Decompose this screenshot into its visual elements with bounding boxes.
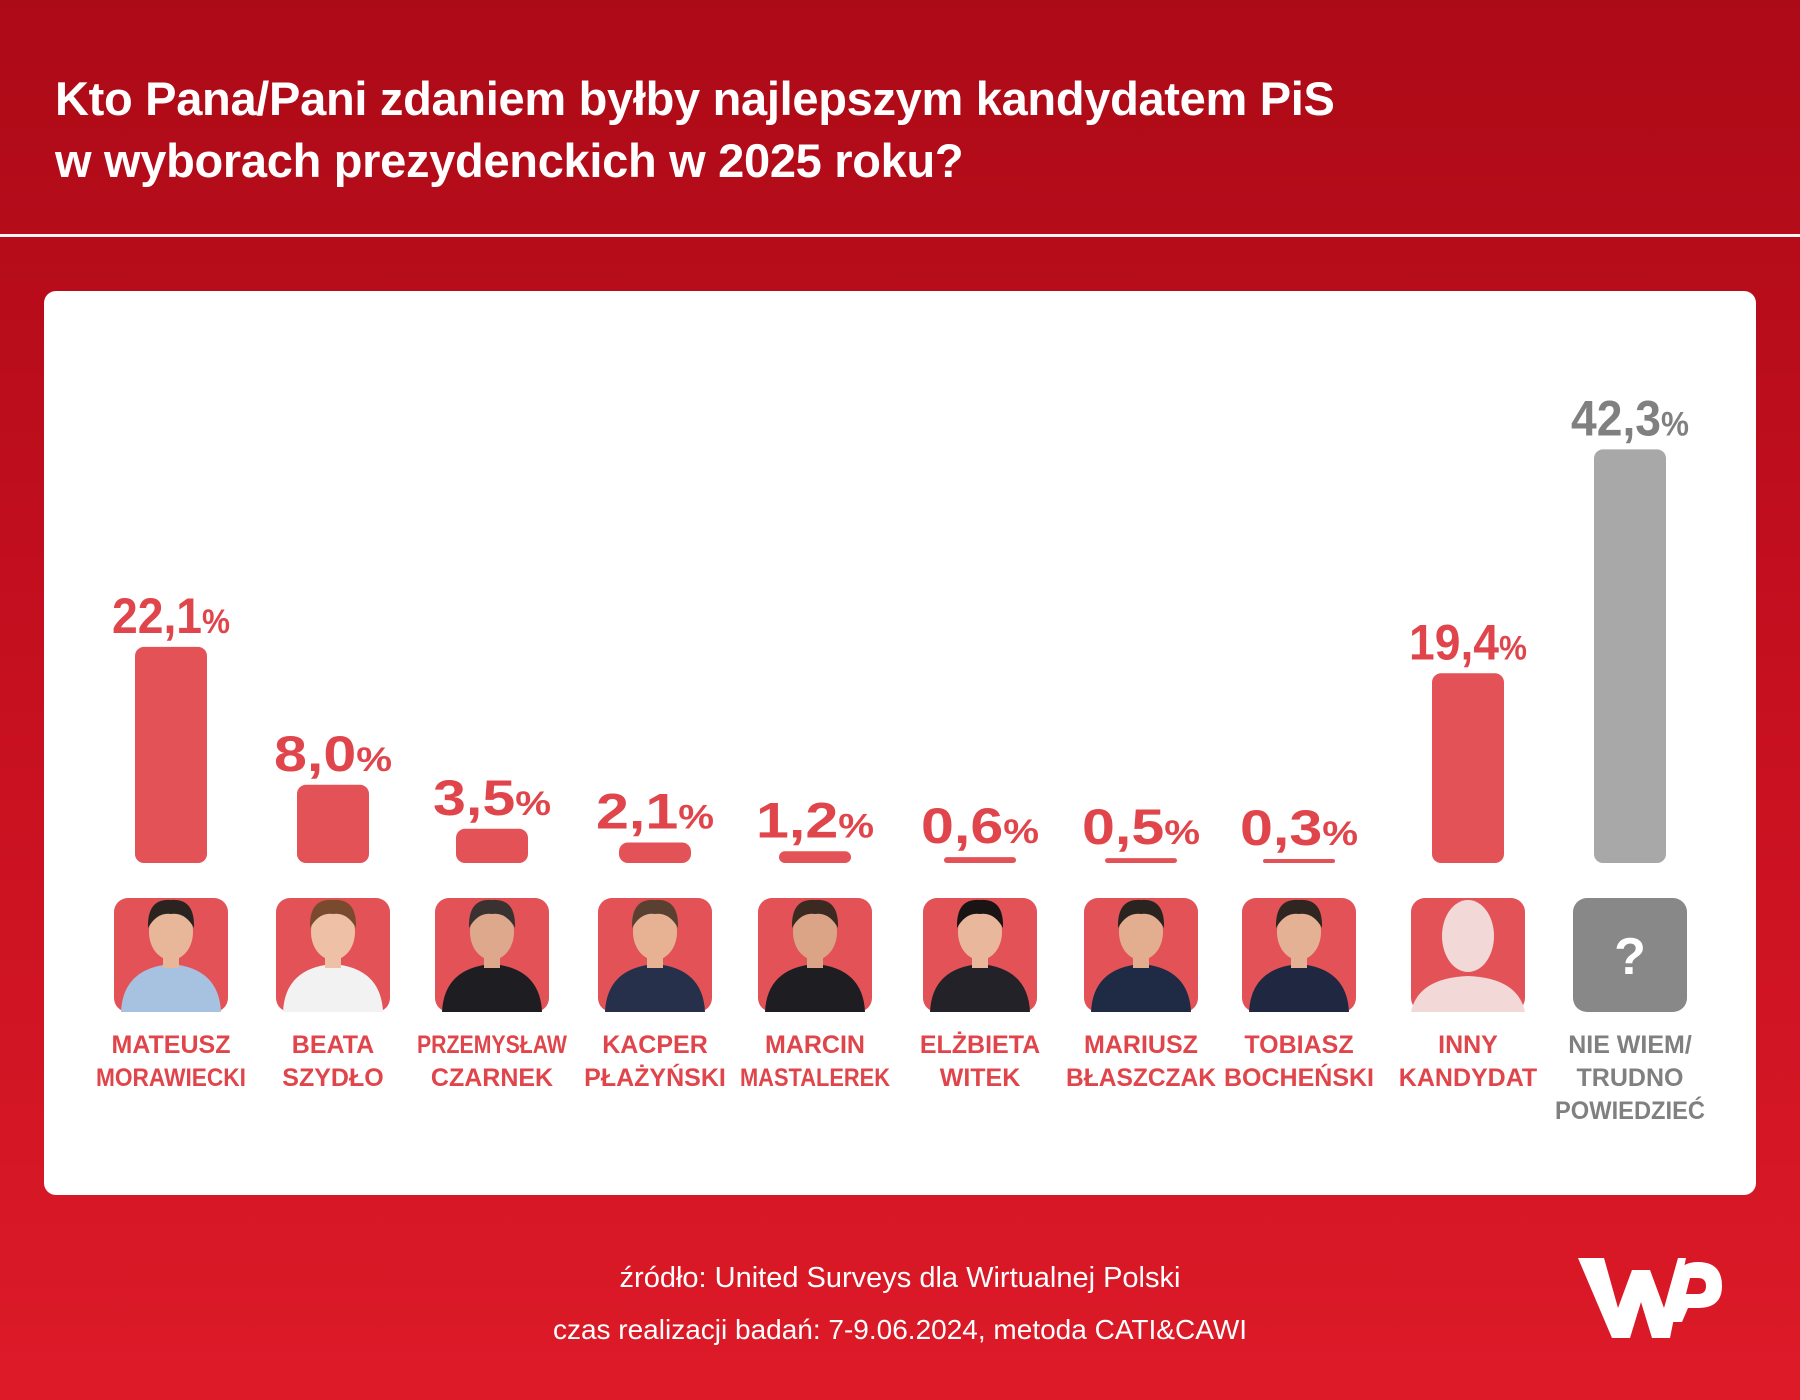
title-line-1: Kto Pana/Pani zdaniem byłby najlepszym k… bbox=[55, 72, 1335, 125]
wp-logo bbox=[1578, 1258, 1722, 1338]
category-label-7: MARIUSZ bbox=[1084, 1031, 1198, 1059]
portrait-body bbox=[930, 964, 1030, 1012]
category-label-3: PRZEMYSŁAW bbox=[417, 1031, 567, 1059]
category-label-10: POWIEDZIEĆ bbox=[1555, 1095, 1705, 1125]
value-label-8: 0,3% bbox=[1240, 800, 1358, 856]
portrait-body bbox=[605, 964, 705, 1012]
header-divider bbox=[0, 234, 1800, 237]
category-label-2: SZYDŁO bbox=[282, 1064, 383, 1092]
category-label-7: BŁASZCZAK bbox=[1066, 1064, 1216, 1092]
category-label-1: MATEUSZ bbox=[112, 1031, 231, 1059]
bar-4 bbox=[619, 842, 691, 863]
portrait-body bbox=[1249, 964, 1349, 1012]
category-label-8: TOBIASZ bbox=[1244, 1031, 1353, 1059]
category-label-5: MARCIN bbox=[765, 1031, 865, 1059]
category-label-4: KACPER bbox=[602, 1031, 708, 1059]
bar-6 bbox=[944, 857, 1016, 863]
value-label-4: 2,1% bbox=[596, 783, 714, 839]
portrait-hair bbox=[468, 899, 516, 928]
value-label-9: 19,4% bbox=[1409, 614, 1527, 670]
category-label-6: WITEK bbox=[940, 1064, 1021, 1092]
photo-7 bbox=[1084, 898, 1198, 1012]
chart-title: Kto Pana/Pani zdaniem byłby najlepszym k… bbox=[55, 68, 1555, 192]
portrait-hair bbox=[791, 899, 839, 928]
source-note: źródło: United Surveys dla Wirtualnej Po… bbox=[619, 1262, 1181, 1294]
portrait-hair bbox=[631, 899, 679, 928]
category-label-3: CZARNEK bbox=[431, 1064, 553, 1092]
value-label-3: 3,5% bbox=[433, 770, 551, 826]
photo-3 bbox=[435, 898, 549, 1012]
silhouette-body bbox=[1411, 976, 1525, 1012]
photo-5 bbox=[758, 898, 872, 1012]
photo-4 bbox=[598, 898, 712, 1012]
bar-3 bbox=[456, 828, 528, 863]
portrait-head bbox=[633, 904, 677, 960]
portrait-hair bbox=[956, 899, 1004, 928]
portrait-hair bbox=[147, 899, 195, 928]
category-label-1: MORAWIECKI bbox=[96, 1064, 246, 1092]
portrait-head bbox=[1277, 904, 1321, 960]
portrait-body bbox=[283, 964, 383, 1012]
bar-7 bbox=[1105, 858, 1177, 863]
photo-1 bbox=[114, 898, 228, 1012]
value-label-2: 8,0% bbox=[274, 726, 392, 782]
portrait-body bbox=[1091, 964, 1191, 1012]
photo-frame bbox=[1573, 898, 1687, 1012]
category-label-4: PŁAŻYŃSKI bbox=[584, 1063, 726, 1092]
category-label-9: KANDYDAT bbox=[1399, 1064, 1537, 1092]
category-label-10: NIE WIEM/ bbox=[1568, 1031, 1692, 1059]
title-line-2: w wyborach prezydenckich w 2025 roku? bbox=[55, 134, 964, 187]
bar-9 bbox=[1432, 673, 1504, 863]
category-label-8: BOCHEŃSKI bbox=[1224, 1063, 1374, 1092]
photo-9 bbox=[1411, 898, 1525, 1012]
portrait-head bbox=[311, 904, 355, 960]
value-label-6: 0,6% bbox=[921, 798, 1039, 854]
portrait-hair bbox=[1275, 899, 1323, 928]
bar-8 bbox=[1263, 859, 1335, 863]
bar-10 bbox=[1594, 449, 1666, 863]
portrait-head bbox=[470, 904, 514, 960]
chart-card: 22,1% MATEUSZ MORAWIECKI 8,0% BEATA SZYDŁO 3,5… bbox=[44, 291, 1756, 1195]
portrait-body bbox=[121, 964, 221, 1012]
category-label-6: ELŻBIETA bbox=[920, 1031, 1040, 1059]
category-label-10: TRUDNO bbox=[1577, 1064, 1684, 1092]
value-label-1: 22,1% bbox=[112, 588, 230, 644]
photo-6 bbox=[923, 898, 1037, 1012]
portrait-head bbox=[793, 904, 837, 960]
category-label-9: INNY bbox=[1438, 1031, 1498, 1059]
photo-8 bbox=[1242, 898, 1356, 1012]
question-mark-icon: ? bbox=[1614, 928, 1646, 986]
portrait-head bbox=[149, 904, 193, 960]
bar-5 bbox=[779, 851, 851, 863]
category-label-5: MASTALEREK bbox=[740, 1064, 890, 1092]
photo-10: ? bbox=[1573, 898, 1687, 1012]
value-label-5: 1,2% bbox=[756, 792, 874, 848]
photo-2 bbox=[276, 898, 390, 1012]
bar-1 bbox=[135, 646, 207, 863]
portrait-body bbox=[442, 964, 542, 1012]
portrait-hair bbox=[1117, 899, 1165, 928]
bar-2 bbox=[297, 784, 369, 863]
portrait-body bbox=[765, 964, 865, 1012]
value-label-7: 0,5% bbox=[1082, 799, 1200, 855]
portrait-head bbox=[1119, 904, 1163, 960]
category-label-2: BEATA bbox=[292, 1031, 374, 1059]
bar-chart: 22,1% MATEUSZ MORAWIECKI 8,0 % BEATA SZYDŁO 3,5… bbox=[96, 390, 1705, 1125]
portrait-head bbox=[958, 904, 1002, 960]
value-label-10: 42,3% bbox=[1571, 390, 1689, 446]
portrait-hair bbox=[309, 899, 357, 928]
silhouette-icon bbox=[1442, 900, 1494, 972]
method-note: czas realizacji badań: 7-9.06.2024, meto… bbox=[552, 1314, 1248, 1345]
